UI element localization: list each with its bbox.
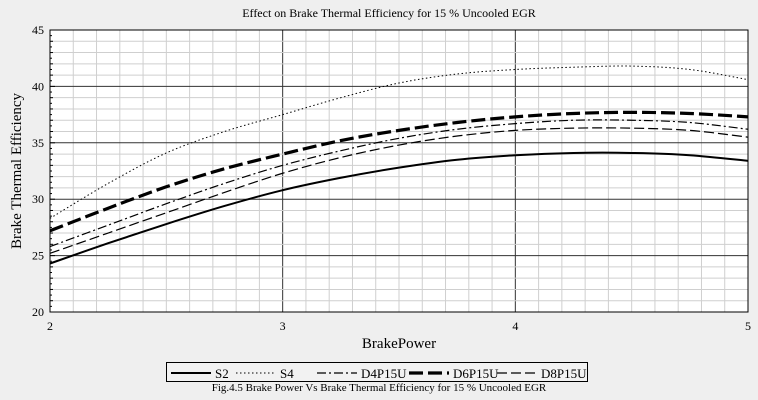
x-axis-label: BrakePower [362,336,436,352]
legend-label-d8p15u: D8P15U [541,366,587,381]
x-tick-label: 2 [47,319,53,333]
legend: S2 S4 D4P15U D6P15U D8P15U [166,362,588,382]
legend-label-s2: S2 [215,366,229,381]
legend-label-d6p15u: D6P15U [453,366,499,381]
axes [49,29,749,313]
series-line-s2 [49,151,749,265]
legend-label-d4p15u: D4P15U [361,366,407,381]
x-tick-label: 5 [745,319,751,333]
x-tick-label: 3 [280,319,286,333]
y-tick-label: 20 [32,305,44,319]
y-tick-label: 40 [32,79,44,93]
y-tick-label: 35 [32,136,44,150]
y-tick-label: 25 [32,249,44,263]
series-line-d4p15u [49,119,749,248]
y-tick-label: 45 [32,23,44,37]
chart-title: Effect on Brake Thermal Efficiency for 1… [242,6,536,20]
y-axis-label: Brake Thermal Efficiency [9,92,25,249]
series-lines [49,65,749,265]
series-line-s4 [49,65,749,219]
series-line-d6p15u [49,110,749,233]
series-line-d8p15u [49,127,749,254]
legend-label-s4: S4 [280,366,294,381]
y-tick-label: 30 [32,192,44,206]
x-tick-label: 4 [512,319,518,333]
figure-caption: Fig.4.5 Brake Power Vs Brake Thermal Eff… [211,382,547,394]
